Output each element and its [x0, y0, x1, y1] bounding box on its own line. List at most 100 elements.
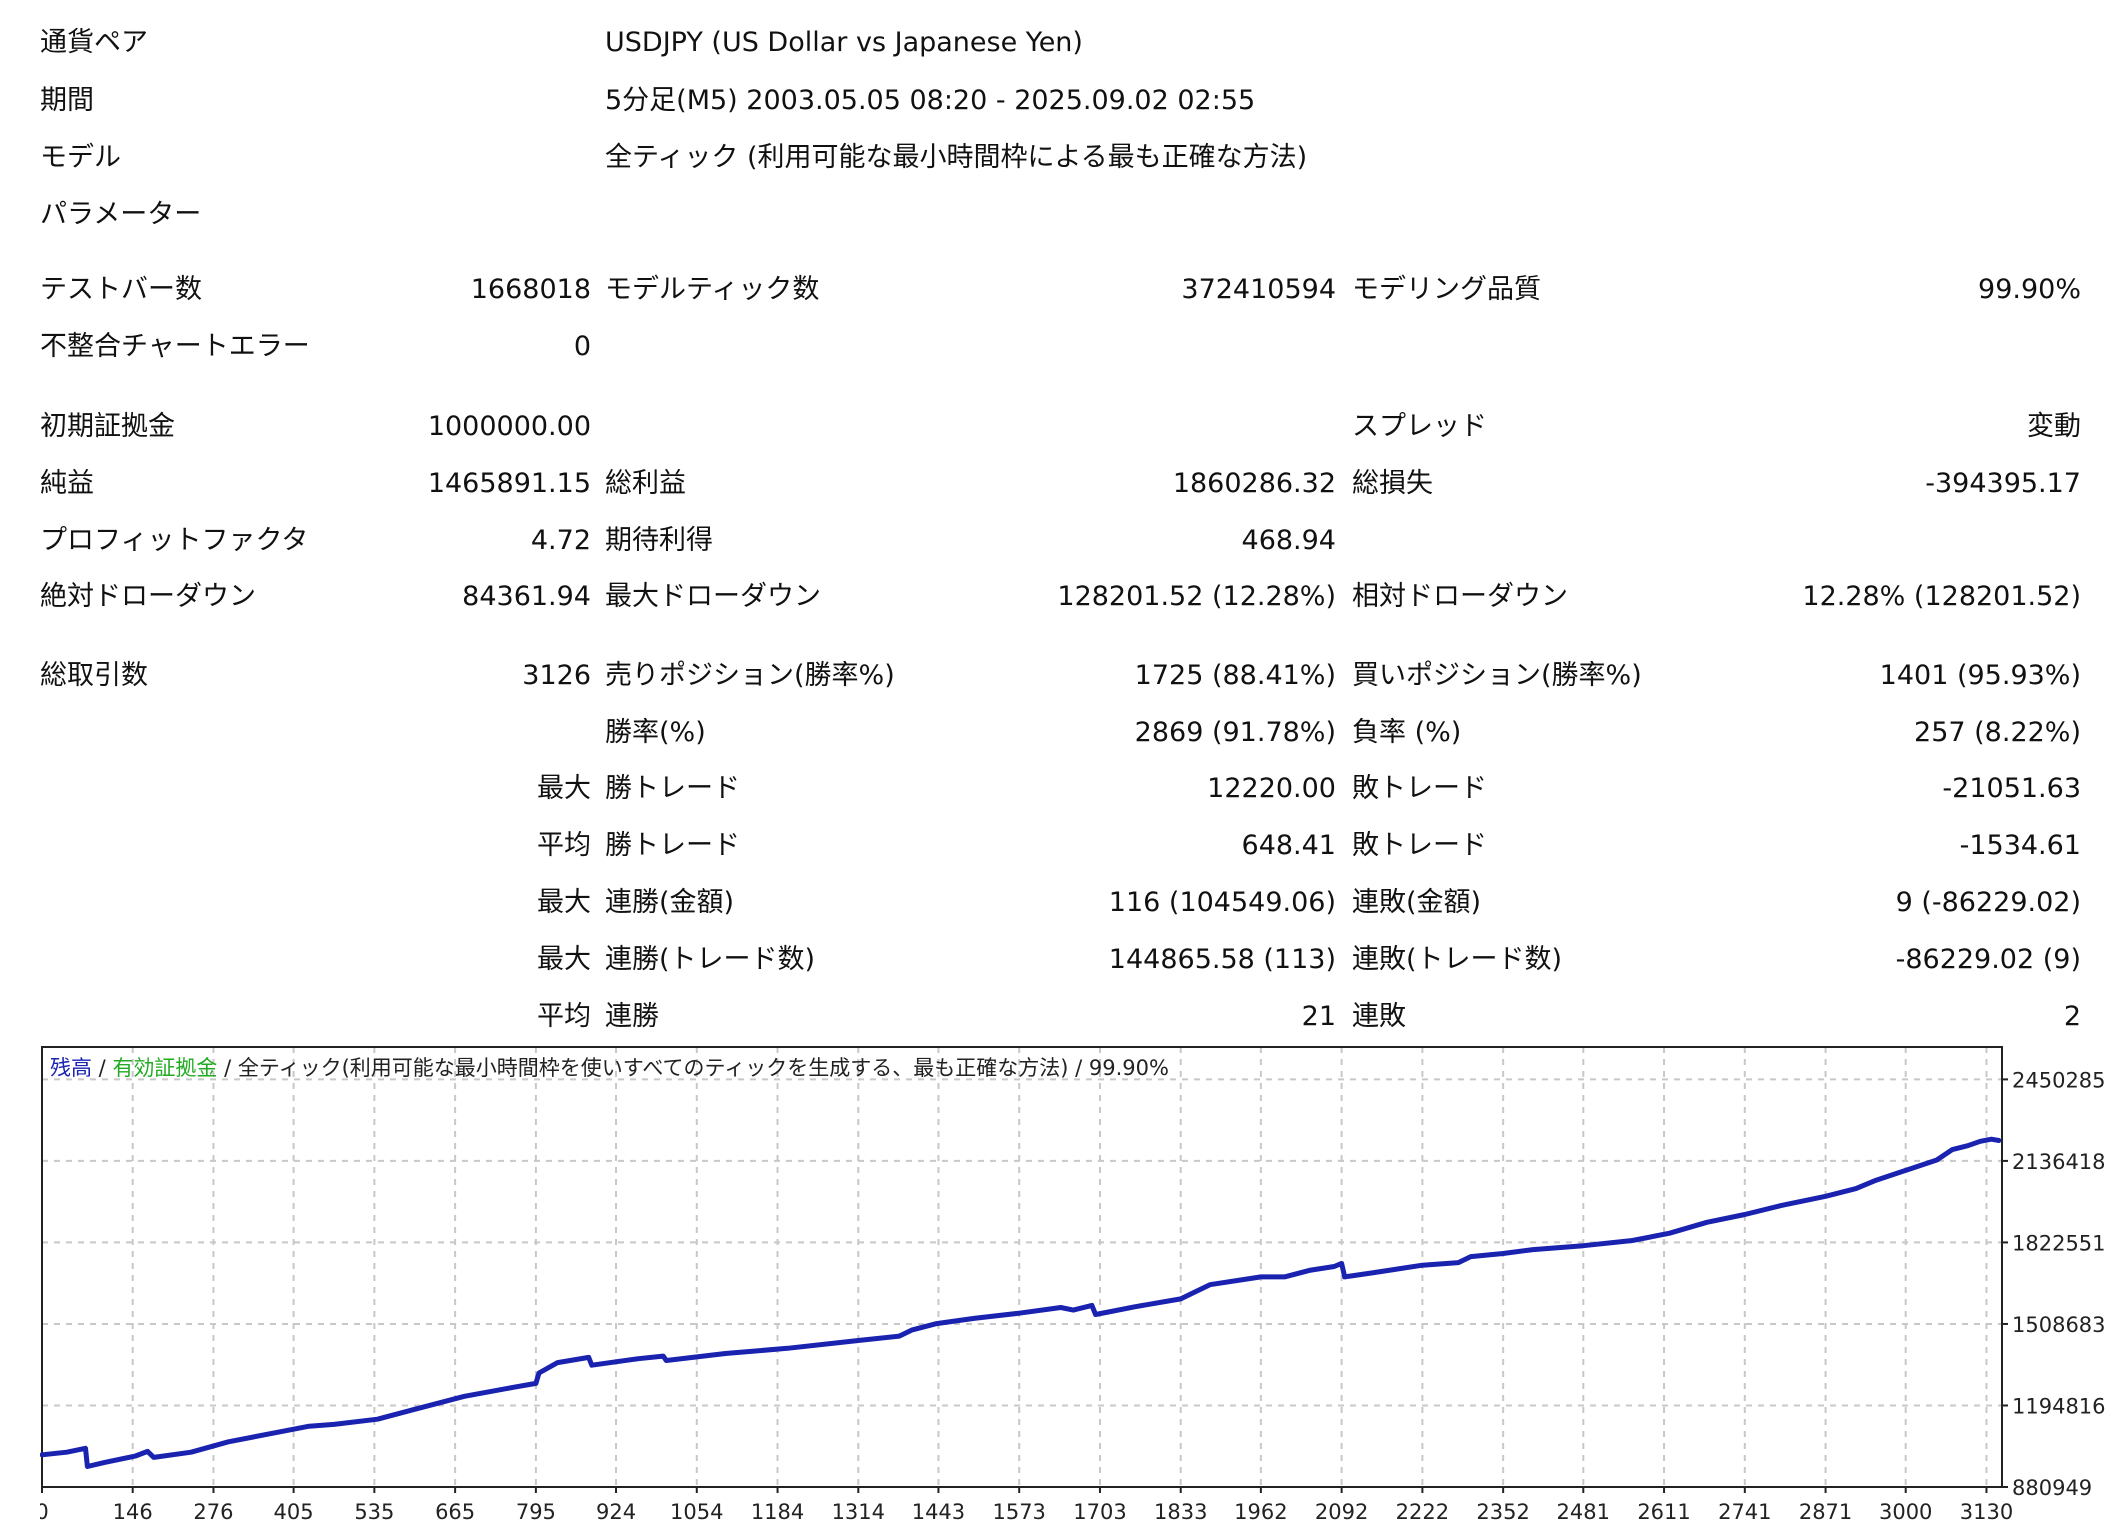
stat-label: 買いポジション(勝率%) [1352, 660, 1642, 691]
x-tick-label: 0 [40, 1500, 49, 1524]
stat-label: 勝トレード [605, 773, 740, 804]
stat-value: 1401 (95.93%) [1879, 660, 2081, 691]
stats-row: 不整合チャートエラー 0 [0, 327, 2121, 367]
stat-label: 連勝(トレード数) [605, 944, 816, 975]
stat-value: -1534.61 [1959, 830, 2081, 861]
header-row: モデル 全ティック (利用可能な最小時間枠による最も正確な方法) [0, 138, 2121, 178]
stat-value: 2 [2063, 1001, 2081, 1032]
stat-value: 648.41 [1241, 830, 1336, 861]
x-tick-label: 1314 [832, 1500, 885, 1524]
stats-row: 勝率(%) 2869 (91.78%) 負率 (%) 257 (8.22%) [0, 713, 2121, 753]
stat-label: 相対ドローダウン [1352, 581, 1568, 612]
y-tick-label: 1194816 [2012, 1394, 2106, 1418]
header-value: 全ティック (利用可能な最小時間枠による最も正確な方法) [605, 142, 1308, 173]
x-tick-label: 2741 [1718, 1500, 1771, 1524]
stat-label: 初期証拠金 [40, 411, 175, 442]
chart-legend: 残高 / 有効証拠金 / 全ティック(利用可能な最小時間枠を使いすべてのティック… [50, 1056, 1169, 1080]
stat-label: モデルティック数 [605, 274, 820, 305]
header-value: USDJPY (US Dollar vs Japanese Yen) [605, 27, 1083, 58]
stat-qualifier: 最大 [537, 887, 591, 918]
x-tick-label: 795 [516, 1500, 556, 1524]
stat-qualifier: 最大 [537, 773, 591, 804]
stat-label: 総損失 [1352, 468, 1433, 499]
stat-label: 敗トレード [1352, 830, 1487, 861]
stat-value: 257 (8.22%) [1914, 717, 2081, 748]
x-tick-label: 2481 [1557, 1500, 1610, 1524]
plot-frame [41, 1046, 2003, 1488]
stat-value: 21 [1301, 1001, 1336, 1032]
stat-value: 1725 (88.41%) [1134, 660, 1336, 691]
stat-value: 372410594 [1181, 274, 1336, 305]
x-tick-label: 146 [113, 1500, 153, 1524]
x-tick-label: 1703 [1073, 1500, 1126, 1524]
x-tick-label: 276 [193, 1500, 233, 1524]
y-tick-label: 1508683 [2012, 1313, 2106, 1337]
x-tick-label: 2352 [1476, 1500, 1529, 1524]
header-label: モデル [40, 142, 121, 173]
stat-value: 変動 [2027, 411, 2081, 442]
stat-value: 1000000.00 [427, 411, 591, 442]
legend-item: 有効証拠金 [112, 1056, 217, 1080]
x-tick-label: 1962 [1234, 1500, 1287, 1524]
stats-row: 平均 勝トレード 648.41 敗トレード -1534.61 [0, 826, 2121, 866]
stat-label: 連勝 [605, 1001, 659, 1032]
stat-qualifier: 平均 [537, 830, 591, 861]
balance-chart-svg: 0 146 276 405 535 665 795 924 1054 1184 1314 1443 15… [40, 1046, 2106, 1524]
stat-label: スプレッド [1352, 411, 1487, 442]
stat-label: 勝トレード [605, 830, 740, 861]
x-tick-label: 1833 [1154, 1500, 1207, 1524]
stat-value: 2869 (91.78%) [1134, 717, 1336, 748]
stat-label: 絶対ドローダウン [40, 581, 256, 612]
stat-label: 連勝(金額) [605, 887, 735, 918]
legend-item: / [92, 1056, 112, 1080]
header-row: 期間 5分足(M5) 2003.05.05 08:20 - 2025.09.02… [0, 81, 2121, 121]
stat-value: 1668018 [470, 274, 591, 305]
header-label: パラメーター [40, 199, 202, 230]
stat-label: 負率 (%) [1352, 717, 1462, 748]
x-tick-label: 1054 [670, 1500, 723, 1524]
y-tick-label: 1822551 [2012, 1231, 2106, 1255]
stat-label: 期待利得 [605, 525, 713, 556]
stat-qualifier: 最大 [537, 944, 591, 975]
stat-qualifier: 平均 [537, 1001, 591, 1032]
stat-value: 0 [573, 331, 591, 362]
stat-label: 連敗 [1352, 1001, 1406, 1032]
stats-row: プロフィットファクタ 4.72 期待利得 468.94 [0, 521, 2121, 561]
x-tick-label: 1184 [751, 1500, 804, 1524]
header-label: 期間 [40, 85, 94, 116]
stat-label: 総利益 [605, 468, 686, 499]
stat-value: 1465891.15 [427, 468, 591, 499]
stats-row: 初期証拠金 1000000.00 スプレッド 変動 [0, 407, 2121, 447]
balance-chart: 0 146 276 405 535 665 795 924 1054 1184 1314 1443 15… [40, 1045, 2121, 1532]
stat-value: 468.94 [1241, 525, 1336, 556]
header-row: 通貨ペア USDJPY (US Dollar vs Japanese Yen) [0, 23, 2121, 63]
stat-label: 勝率(%) [605, 717, 706, 748]
stat-label: 敗トレード [1352, 773, 1487, 804]
stat-value: 116 (104549.06) [1108, 887, 1336, 918]
x-tick-label: 3000 [1879, 1500, 1932, 1524]
stat-label: モデリング品質 [1352, 274, 1541, 305]
stat-value: -394395.17 [1925, 468, 2081, 499]
x-tick-label: 1443 [912, 1500, 965, 1524]
stat-value: 99.90% [1978, 274, 2081, 305]
x-tick-label: 1573 [992, 1500, 1045, 1524]
stat-value: 84361.94 [462, 581, 591, 612]
stat-value: 4.72 [530, 525, 591, 556]
stat-value: 1860286.32 [1172, 468, 1336, 499]
balance-line [40, 1136, 2002, 1469]
x-tick-label: 405 [274, 1500, 314, 1524]
stat-label: 連敗(トレード数) [1352, 944, 1563, 975]
stat-value: 12.28% (128201.52) [1802, 581, 2081, 612]
stat-value: 3126 [522, 660, 591, 691]
stat-label: プロフィットファクタ [40, 525, 309, 556]
stat-value: 144865.58 (113) [1108, 944, 1336, 975]
x-tick-label: 2222 [1396, 1500, 1449, 1524]
x-tick-label: 535 [354, 1500, 394, 1524]
x-tick-label: 2871 [1799, 1500, 1852, 1524]
x-tick-label: 2611 [1637, 1500, 1690, 1524]
stat-value: 12220.00 [1207, 773, 1336, 804]
y-tick-label: 880949 [2012, 1476, 2092, 1500]
stats-row: 純益 1465891.15 総利益 1860286.32 総損失 -394395… [0, 464, 2121, 504]
stats-row: 平均 連勝 21 連敗 2 [0, 997, 2121, 1037]
x-tick-label: 3130 [1960, 1500, 2013, 1524]
